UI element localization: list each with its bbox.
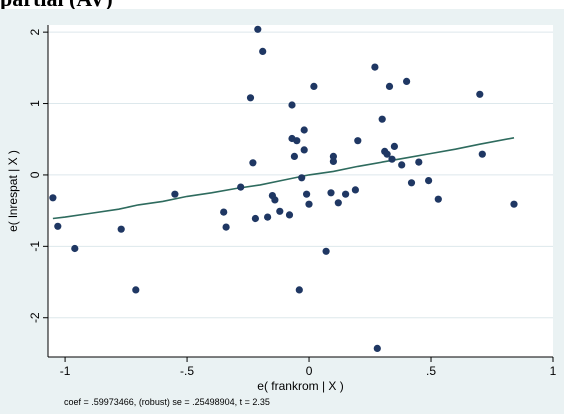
fit-line [52, 137, 515, 220]
data-point [276, 207, 284, 215]
data-point [117, 225, 125, 233]
data-point [415, 158, 423, 166]
data-point [71, 244, 79, 253]
points-group [49, 25, 518, 352]
axes [43, 25, 554, 362]
data-point [305, 200, 313, 208]
gridlines [48, 31, 553, 319]
scatter-chart: -2 -1 0 1 2 -1 -.5 0 .5 1 e( frankrom | X ) e( ln… [6, 25, 557, 407]
data-point [300, 146, 308, 154]
data-point [329, 152, 337, 160]
y-axis-label: e( lnrespat | X ) [6, 150, 20, 232]
data-point [285, 211, 294, 219]
data-point [246, 94, 255, 102]
data-point [354, 137, 362, 145]
data-point [322, 247, 330, 255]
data-point [342, 190, 350, 198]
data-point [310, 82, 318, 90]
data-point [434, 195, 442, 203]
data-point [510, 200, 518, 208]
data-point [49, 194, 57, 202]
y-tick-label: 1 [28, 100, 42, 107]
data-point [237, 183, 245, 191]
x-tick-label: .5 [426, 364, 436, 378]
data-point [249, 159, 257, 167]
regression-note: coef = .59973466, (robust) se = .2549890… [64, 397, 270, 407]
tick-labels: -2 -1 0 1 2 -1 -.5 0 .5 1 [28, 28, 556, 378]
x-tick-label: -1 [60, 364, 71, 378]
data-point [251, 214, 259, 223]
data-point [478, 150, 486, 158]
x-tick-label: 1 [550, 364, 557, 378]
x-tick-label: 0 [306, 364, 313, 378]
data-point [373, 344, 381, 352]
data-point [288, 101, 296, 109]
data-point [220, 208, 228, 216]
data-point [264, 213, 272, 221]
data-point [271, 196, 279, 204]
data-point [334, 199, 342, 207]
header-fragment: partial (AV) [0, 0, 113, 12]
data-point [385, 82, 394, 90]
data-point [293, 137, 301, 145]
data-point [425, 177, 433, 185]
x-tick-label: -.5 [180, 364, 194, 378]
data-point [303, 190, 311, 198]
data-point [351, 186, 359, 194]
fit-line-group [52, 137, 515, 220]
x-axis-label: e( frankrom | X ) [257, 379, 343, 393]
data-point [476, 90, 484, 98]
y-tick-label: -2 [28, 312, 42, 323]
data-point [390, 142, 398, 150]
y-tick-label: 0 [28, 171, 42, 178]
data-point [327, 189, 335, 197]
data-point [290, 152, 298, 160]
data-point [254, 25, 262, 33]
data-point [398, 161, 406, 169]
data-point [371, 63, 379, 71]
data-point [403, 77, 411, 85]
data-point [171, 190, 179, 198]
data-point [222, 223, 230, 231]
data-point [378, 115, 386, 123]
y-tick-label: -1 [28, 241, 42, 252]
data-point [407, 179, 416, 187]
data-point [329, 157, 337, 165]
data-point [54, 222, 62, 230]
data-point [298, 174, 306, 182]
y-tick-label: 2 [28, 28, 42, 35]
data-point [132, 286, 140, 294]
data-point [388, 155, 396, 163]
data-point [383, 150, 391, 158]
data-point [295, 286, 303, 294]
data-point [259, 47, 267, 56]
plot-area [48, 25, 553, 357]
graph-region: -2 -1 0 1 2 -1 -.5 0 .5 1 e( frankrom | X ) e( ln… [0, 9, 564, 414]
data-point [300, 126, 308, 134]
